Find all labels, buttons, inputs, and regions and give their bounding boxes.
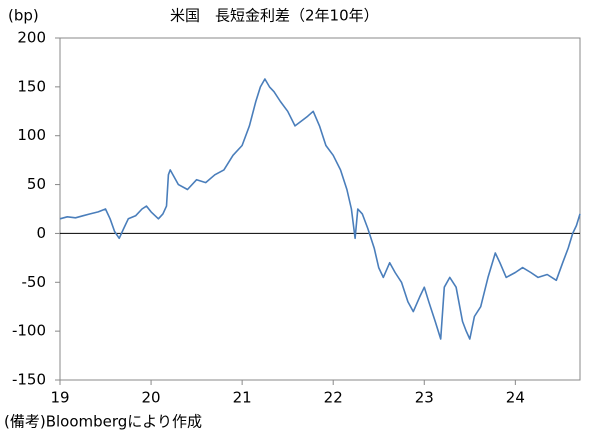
x-tick-label: 19 bbox=[50, 389, 69, 407]
y-tick-label: -50 bbox=[22, 273, 47, 291]
x-tick-label: 23 bbox=[415, 389, 434, 407]
y-tick-label: -150 bbox=[12, 371, 46, 389]
series-line bbox=[59, 78, 581, 340]
x-tick-label: 24 bbox=[506, 389, 525, 407]
y-tick-label: 0 bbox=[36, 224, 46, 242]
chart-title: 米国 長短金利差（2年10年） bbox=[170, 7, 379, 25]
y-tick-label: 200 bbox=[17, 29, 46, 47]
y-tick-label: -100 bbox=[12, 322, 46, 340]
y-tick-label: 150 bbox=[17, 77, 46, 95]
y-tick-label: 50 bbox=[27, 175, 46, 193]
x-tick-label: 20 bbox=[142, 389, 161, 407]
x-tick-label: 21 bbox=[233, 389, 252, 407]
x-tick-label: 22 bbox=[324, 389, 343, 407]
plot-frame bbox=[59, 37, 581, 381]
y-tick-label: 100 bbox=[17, 126, 46, 144]
note: (備考)Bloombergにより作成 bbox=[4, 413, 202, 431]
y-unit: (bp) bbox=[8, 7, 39, 25]
